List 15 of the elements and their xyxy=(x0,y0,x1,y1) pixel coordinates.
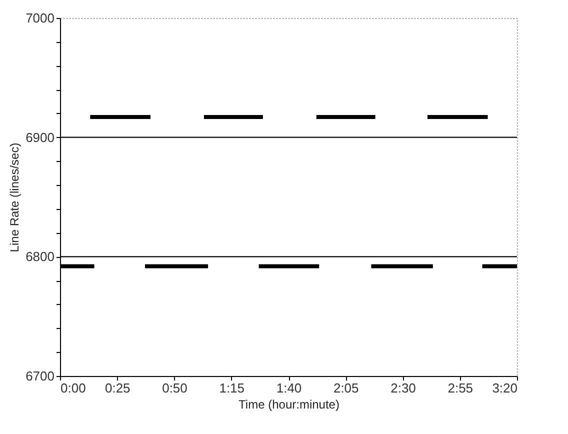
y-axis-title: Line Rate (lines/sec) xyxy=(8,142,22,252)
y-tick-label: 6800 xyxy=(26,249,54,264)
x-tick-label: 2:55 xyxy=(448,380,474,396)
x-tick-label: 0:50 xyxy=(162,380,188,396)
y-tick-label: 6700 xyxy=(26,368,54,384)
y-tick-label: 7000 xyxy=(26,10,54,26)
x-tick-label: 0:25 xyxy=(104,380,130,396)
x-tick-label: 1:15 xyxy=(219,380,245,396)
x-tick-label: 3:20 xyxy=(492,380,518,396)
x-tick-label: 2:05 xyxy=(333,380,359,396)
y-tick-label: 6900 xyxy=(26,130,54,145)
x-tick-label: 2:30 xyxy=(390,380,416,396)
x-tick-label: 0:00 xyxy=(60,380,86,396)
x-axis-title: Time (hour:minute) xyxy=(238,398,340,412)
x-tick-label: 1:40 xyxy=(276,380,302,396)
